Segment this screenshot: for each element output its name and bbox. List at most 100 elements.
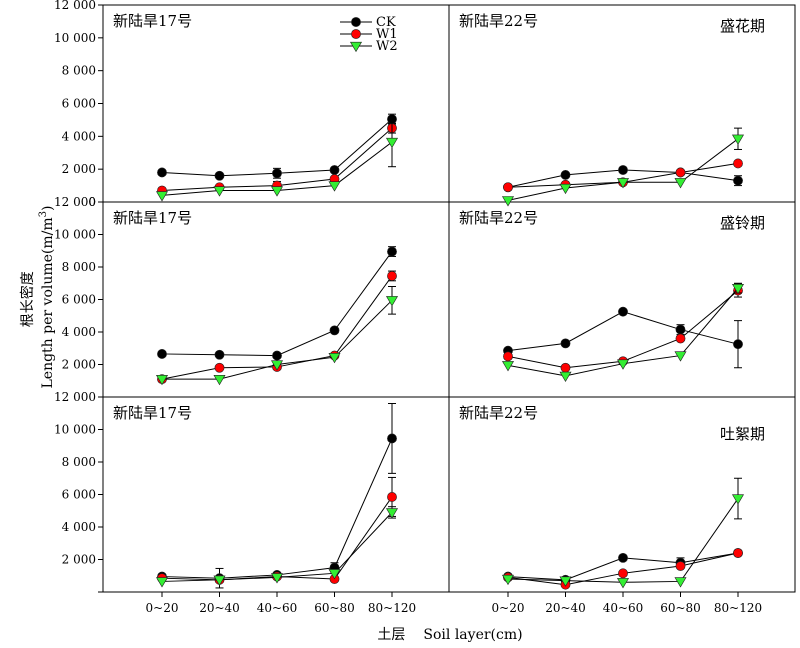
series-line-w1 [161,496,393,581]
y-tick-label: 6 000 [62,293,96,307]
data-point-ck [675,324,686,335]
data-point-w2 [674,178,687,189]
data-point-w2 [328,569,341,580]
data-point-w2 [213,186,226,197]
panel-title: 新陆旱17号 [113,12,192,30]
data-point-w1 [675,561,686,571]
y-tick-label: 10 000 [54,228,96,242]
data-point-ck [329,165,340,175]
data-point-w2 [674,577,687,588]
y-axis-label-en: Length per volume(m/m [40,217,56,388]
data-point-w2 [155,191,169,202]
panel-title: 新陆旱22号 [459,404,538,422]
data-point-w2 [501,361,515,372]
panel-frames [102,4,796,593]
x-axis-label: 土层 Soil layer(cm) [377,627,522,643]
data-point-w2 [501,196,515,207]
y-tick-label: 12 000 [54,0,96,12]
data-point-w2 [328,181,341,192]
y-tick-label: 12 000 [54,390,96,404]
x-tick-label: 40~60 [603,601,644,615]
panel-frame-2-right [448,396,796,593]
legend-marker-ck [351,17,361,27]
data-point-w2 [385,508,399,519]
y-tick-label: 4 000 [62,520,96,534]
data-point-ck [560,338,571,349]
data-point-ck [272,168,282,179]
data-point-w2 [270,573,284,584]
data-point-w2 [616,578,630,589]
y-tick-label: 8 000 [62,455,96,469]
data-point-w2 [501,574,515,586]
panel-title: 新陆旱17号 [113,209,192,227]
series-line-ck [507,311,739,352]
x-tick-label: 60~80 [660,601,701,615]
y-tick-label: 4 000 [62,325,96,339]
legend-marker-w2 [349,41,363,53]
y-tick-label: 10 000 [54,423,96,437]
x-axis-label-en: Soil layer(cm) [423,627,522,643]
y-tick-label: 2 000 [62,358,96,372]
y-tick-label: 10 000 [54,31,96,45]
data-point-ck [329,325,340,336]
data-point-ck [157,167,167,178]
data-point-w2 [731,494,745,505]
data-point-w2 [270,186,284,197]
legend-marker-w1 [351,29,361,39]
panel-stage-label: 盛铃期 [720,214,765,232]
y-tick-label: 12 000 [54,195,96,209]
data-point-w1 [503,351,513,362]
series-line-ck [161,118,393,177]
x-tick-label: 80~120 [368,601,416,615]
y-axis-label-sup: 3 [38,211,49,217]
data-point-ck [214,170,225,181]
panel-title: 新陆旱22号 [459,12,538,30]
y-tick-label: 2 000 [62,162,96,176]
panel-3: 新陆旱22号 盛铃期 [459,209,765,382]
panel-2: 新陆旱17号 [113,209,399,386]
data-point-ck [387,433,397,444]
data-point-w2 [155,577,169,588]
legend-label-w2: W2 [376,39,398,54]
x-tick-label: 60~80 [314,601,355,615]
panel-title: 新陆旱22号 [459,209,538,227]
data-point-ck [387,246,397,257]
data-point-w2 [559,371,572,382]
data-point-w1 [733,548,743,558]
series-line-ck [161,438,393,579]
panel-title: 新陆旱17号 [113,404,192,422]
data-point-ck [733,175,743,186]
data-point-ck [560,170,571,180]
data-point-w1 [560,362,571,373]
data-point-w1 [503,182,513,193]
data-point-w2 [155,374,169,386]
y-axis-label: 根长密度 Length per volume(m/m3) [19,205,56,388]
series-line-ck [161,251,393,357]
data-point-w1 [675,167,686,178]
data-point-ck [618,306,628,317]
legend-label-w1: W1 [376,27,398,42]
y-tick-label: 4 000 [62,129,96,143]
x-tick-label: 0~20 [492,601,525,615]
y-tick-label: 8 000 [62,260,96,274]
x-tick-label: 40~60 [257,601,298,615]
x-axis-label-cn: 土层 [377,627,405,643]
panel-1: 新陆旱22号 盛花期 [459,12,765,207]
x-axis-ticks: 0~20 0~20 20~40 20~40 40~60 40~60 60~80 60~80 80… [146,592,762,615]
data-point-ck [272,350,282,361]
data-point-w2 [213,374,226,386]
y-tick-label: 8 000 [62,64,96,78]
data-point-w2 [385,296,399,307]
data-point-w2 [559,183,572,195]
data-point-w1 [618,568,628,579]
x-tick-label: 20~40 [199,601,240,615]
data-point-w2 [270,360,284,371]
data-point-w2 [328,353,341,364]
data-point-w2 [731,283,745,295]
data-point-w1 [214,362,225,373]
y-axis-label-close: ) [40,205,56,210]
data-point-w2 [616,359,630,370]
